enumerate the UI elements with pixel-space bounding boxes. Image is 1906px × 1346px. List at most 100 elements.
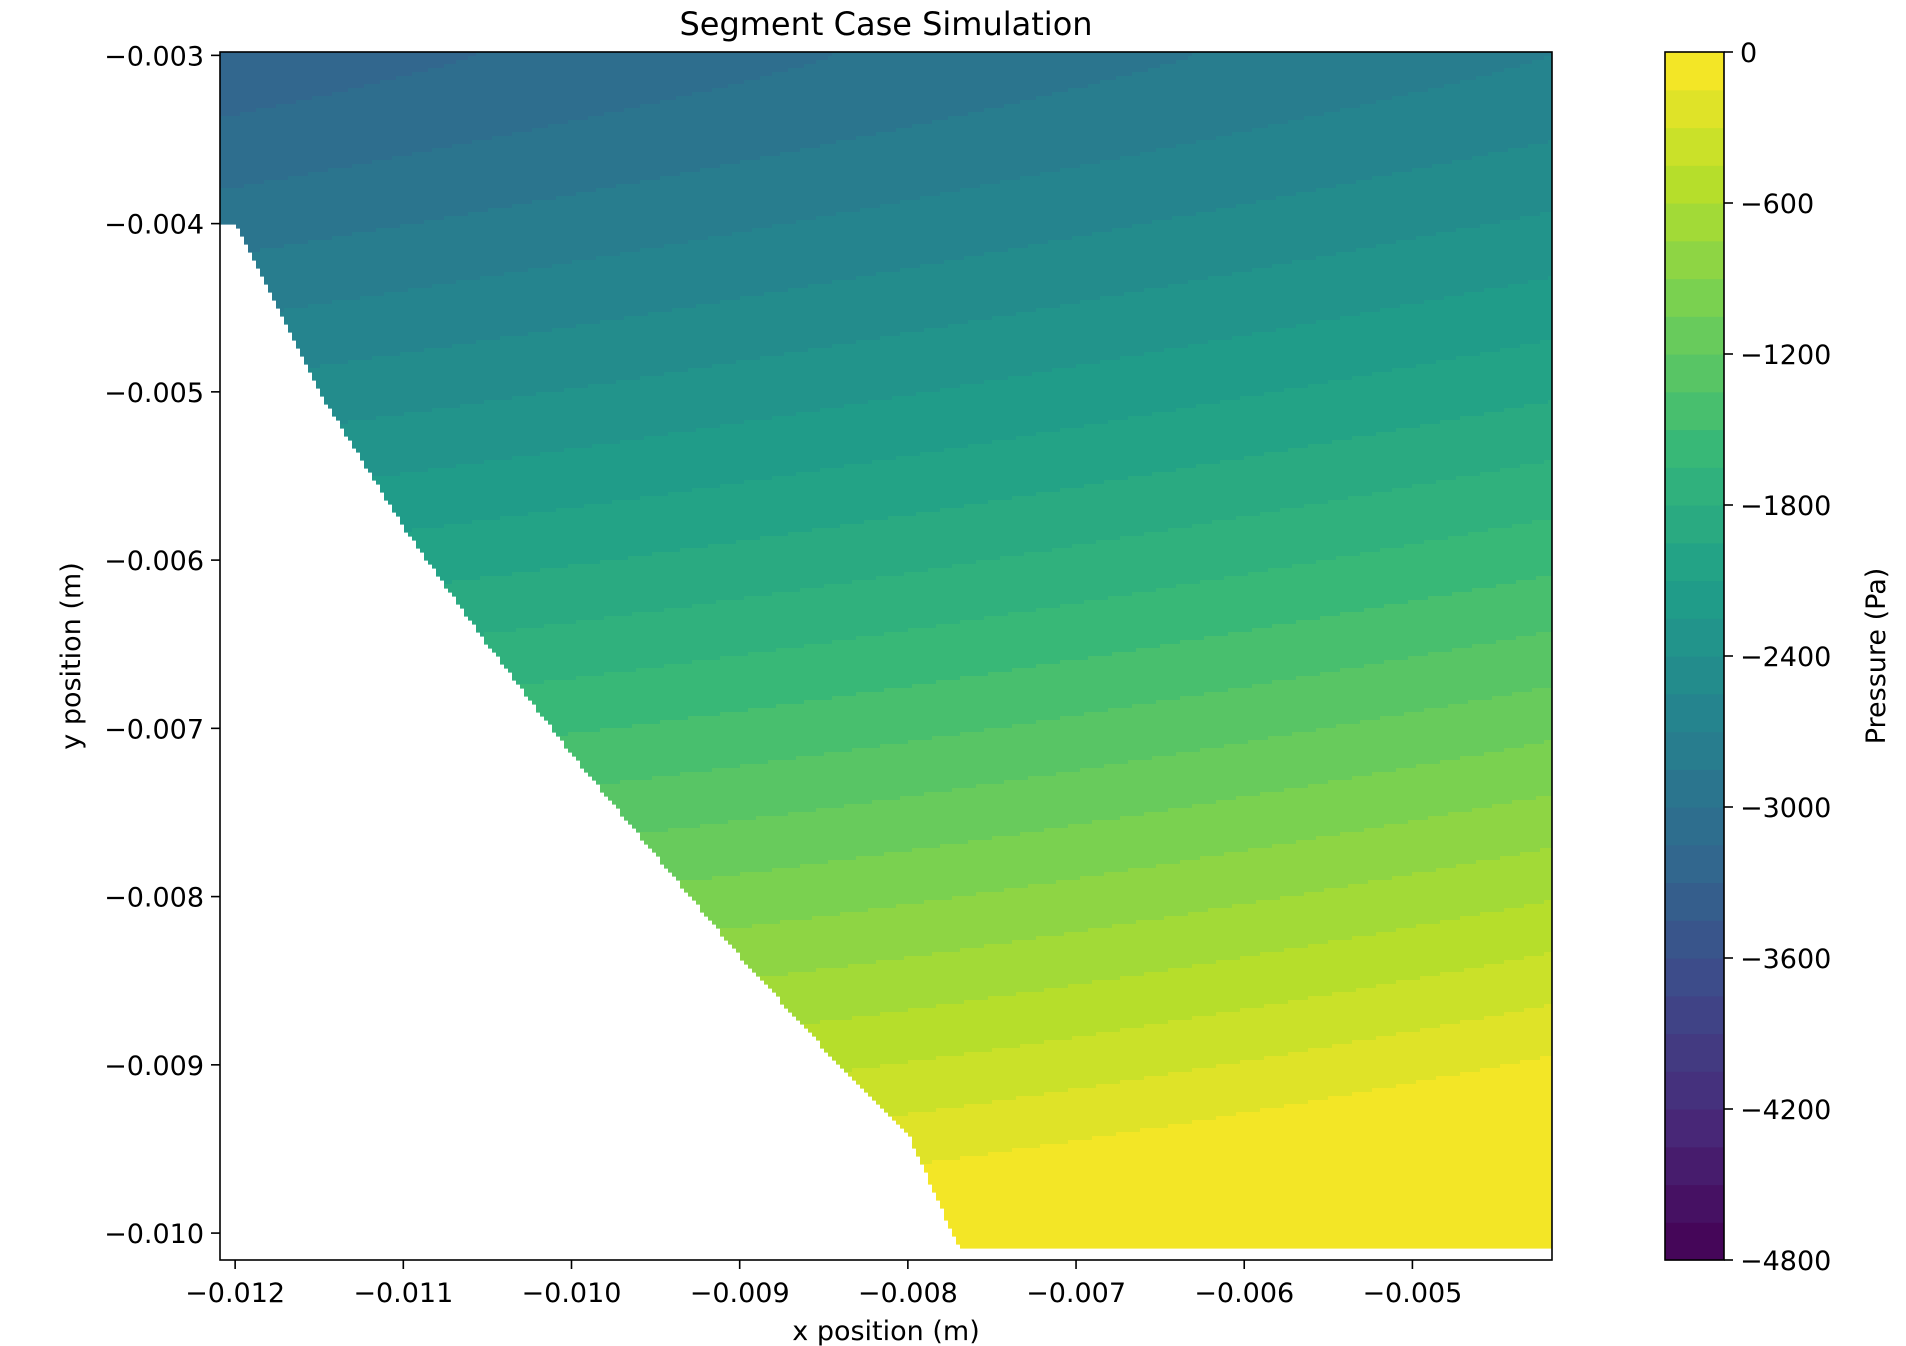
pressure-band [220, 84, 365, 89]
pressure-band [780, 920, 1137, 925]
pressure-band [456, 60, 817, 65]
pressure-band [1208, 340, 1541, 345]
pressure-band [1356, 248, 1552, 253]
pressure-band [964, 256, 1317, 261]
pressure-band [1248, 572, 1552, 577]
pressure-band [1368, 880, 1552, 885]
pressure-band [1328, 1096, 1552, 1101]
pressure-band [584, 768, 713, 773]
colorbar-band [1665, 52, 1724, 91]
pressure-band [372, 476, 773, 481]
pressure-band [848, 964, 1193, 969]
pressure-band [948, 116, 1305, 121]
pressure-band [652, 776, 1029, 781]
pressure-band [1328, 940, 1552, 945]
pressure-band [944, 448, 1289, 453]
pressure-band [712, 364, 1077, 369]
pressure-band [720, 928, 1089, 933]
pressure-band [304, 360, 349, 365]
pressure-band [220, 172, 309, 177]
pressure-band [1016, 1096, 1329, 1101]
pressure-band [796, 220, 1153, 225]
pressure-band [1436, 1076, 1552, 1081]
pressure-band [1236, 796, 1537, 801]
pressure-band [600, 320, 969, 325]
pressure-band [1392, 172, 1552, 177]
pressure-band [1472, 808, 1552, 813]
pressure-band [1048, 240, 1397, 245]
pressure-band [720, 932, 1065, 937]
pressure-band [1304, 892, 1552, 897]
pressure-band [900, 332, 1253, 337]
pressure-band [876, 1100, 993, 1105]
pressure-band [1440, 920, 1552, 925]
colorbar-band [1665, 429, 1724, 468]
pressure-band [256, 264, 553, 269]
pressure-band [604, 672, 989, 677]
pressure-band [616, 184, 981, 189]
colorbar-axis: 0 −600 −1200 −1800 −2400 −3000 −3600 −4200 −4800 [1724, 38, 1831, 1277]
pressure-band [872, 460, 1221, 465]
pressure-band [548, 124, 913, 129]
pressure-band [1440, 420, 1552, 425]
pressure-band [1396, 428, 1552, 433]
pressure-band [432, 284, 809, 289]
pressure-band [1272, 844, 1552, 849]
pressure-band [720, 424, 1085, 429]
pressure-band [1180, 696, 1493, 701]
pressure-band [1308, 384, 1552, 389]
pressure-band [1308, 1100, 1552, 1105]
pressure-band [1308, 784, 1552, 789]
pressure-band [1252, 628, 1552, 633]
pressure-band [1480, 1068, 1552, 1073]
pressure-band [452, 344, 833, 349]
pressure-band [1216, 136, 1552, 141]
pressure-band [968, 840, 1297, 845]
pressure-band [812, 1032, 1097, 1037]
pressure-band [1200, 748, 1505, 753]
pressure-band [836, 212, 1197, 217]
pressure-band [220, 156, 393, 161]
pressure-band [1108, 596, 1429, 601]
pressure-band [1352, 1040, 1552, 1045]
pressure-band [1264, 1004, 1545, 1009]
pressure-band [1156, 588, 1473, 593]
pressure-band [1216, 960, 1505, 965]
pressure-band [940, 844, 1273, 849]
pressure-band [1152, 412, 1485, 417]
pressure-band [1480, 912, 1552, 917]
pressure-band [444, 580, 453, 585]
pressure-band [220, 180, 265, 185]
pressure-band [876, 576, 1225, 581]
pressure-band [968, 320, 1317, 325]
colorbar-tick-label: −4200 [1740, 1095, 1831, 1126]
pressure-band [1008, 612, 1341, 617]
pressure-band [908, 1008, 1241, 1013]
pressure-band [936, 1192, 1552, 1197]
pressure-band [1272, 680, 1552, 685]
pressure-band [1200, 856, 1501, 861]
pressure-band [452, 144, 821, 149]
pressure-band [1296, 192, 1552, 197]
pressure-band [832, 640, 1181, 645]
pressure-band [1376, 432, 1552, 437]
pressure-band [788, 68, 1149, 73]
pressure-band [1500, 468, 1552, 473]
pressure-band [880, 1064, 1217, 1069]
pressure-band [820, 144, 1177, 149]
pressure-band [324, 400, 485, 405]
pressure-band [1544, 1004, 1552, 1009]
pressure-band [1456, 476, 1552, 481]
pressure-band [1232, 272, 1552, 277]
pressure-band [912, 1144, 1041, 1149]
pressure-band [1424, 300, 1552, 305]
pressure-band [660, 720, 1037, 725]
pressure-band [1428, 652, 1552, 657]
pressure-band [1264, 392, 1552, 397]
pressure-band [1052, 368, 1393, 373]
pressure-band [436, 572, 513, 577]
pressure-band [680, 172, 1041, 177]
pressure-band [976, 784, 1309, 789]
pressure-band [1028, 884, 1349, 889]
pressure-band [348, 360, 737, 365]
